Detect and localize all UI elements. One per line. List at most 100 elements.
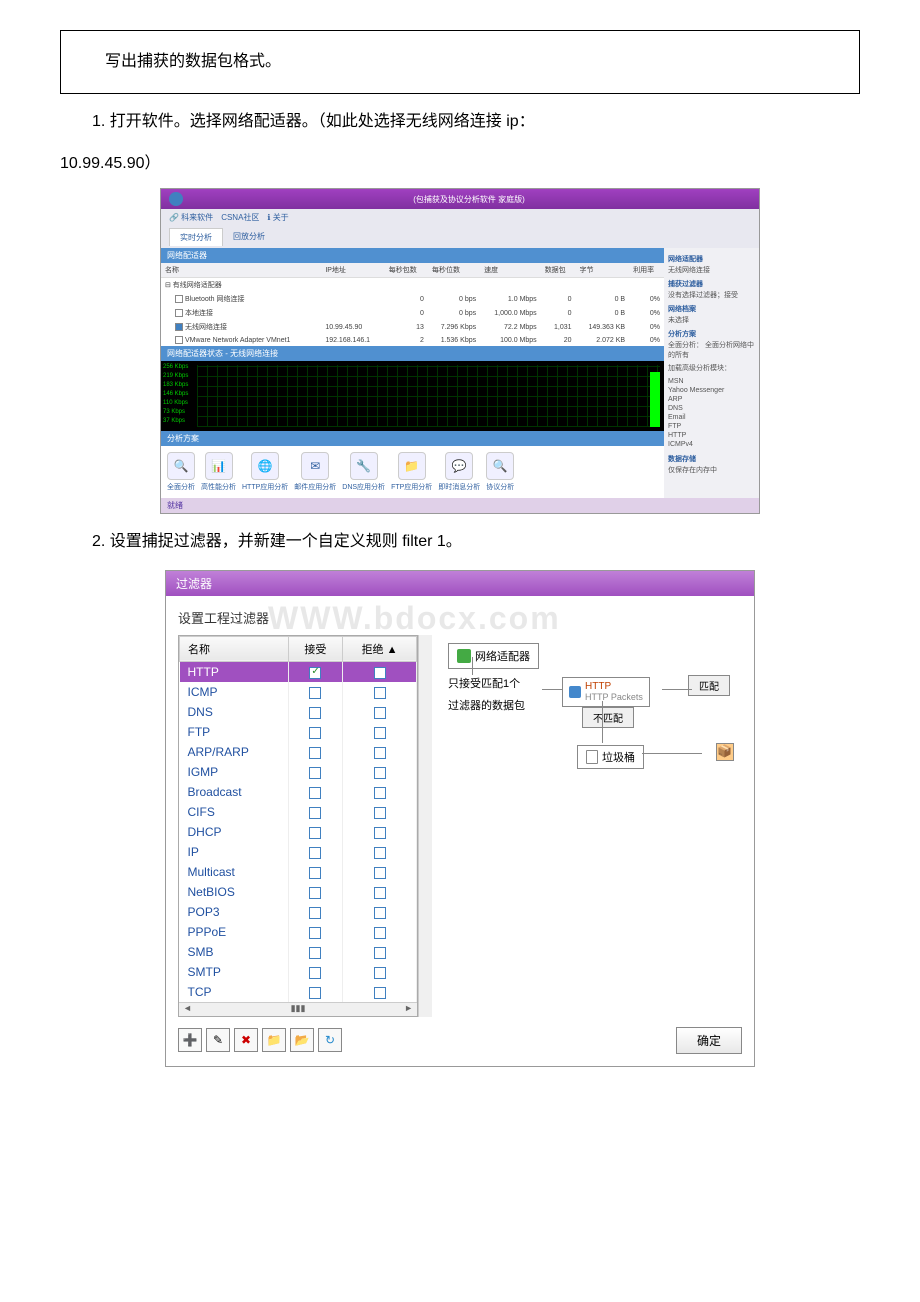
- filter-row[interactable]: CIFS: [180, 802, 417, 822]
- accept-checkbox[interactable]: [309, 967, 321, 979]
- filter-col-header[interactable]: 名称: [180, 636, 289, 661]
- filter-row[interactable]: NetBIOS: [180, 882, 417, 902]
- analysis-scheme-item[interactable]: 🔍协议分析: [486, 452, 514, 492]
- accept-checkbox[interactable]: [309, 807, 321, 819]
- table-header: 字节: [576, 263, 630, 278]
- refresh-button[interactable]: ↻: [318, 1028, 342, 1052]
- rp-t4: 全面分析： 全面分析网络中的所有: [668, 341, 755, 359]
- rp-h6: 数据存储: [668, 454, 755, 464]
- accept-checkbox[interactable]: [309, 907, 321, 919]
- analysis-scheme-item[interactable]: 📊高性能分析: [201, 452, 236, 492]
- adapter-row[interactable]: 本地连接00 bps1,000.0 Mbps00 B0%: [161, 306, 664, 320]
- reject-checkbox[interactable]: [374, 907, 386, 919]
- adapter-table: 名称IP地址每秒包数每秒位数速度数据包字节利用率 ⊟ 有线网络适配器Blueto…: [161, 263, 664, 346]
- filter-col-header[interactable]: 拒绝 ▲: [343, 636, 417, 661]
- accept-checkbox[interactable]: [309, 707, 321, 719]
- vertical-scrollbar[interactable]: [418, 635, 432, 1017]
- filter-row[interactable]: ICMP: [180, 682, 417, 702]
- filter-row[interactable]: IGMP: [180, 762, 417, 782]
- accept-checkbox[interactable]: [309, 667, 321, 679]
- reject-checkbox[interactable]: [374, 687, 386, 699]
- rp-modules: MSNYahoo MessengerARPDNSEmailFTPHTTPICMP…: [668, 377, 755, 450]
- chart-header: 网络配适器状态 - 无线网络连接: [161, 346, 664, 361]
- analysis-scheme-item[interactable]: ✉邮件应用分析: [294, 452, 336, 492]
- accept-checkbox[interactable]: [309, 847, 321, 859]
- filter-row[interactable]: FTP: [180, 722, 417, 742]
- reject-checkbox[interactable]: [374, 667, 386, 679]
- ok-button[interactable]: 确定: [676, 1027, 742, 1054]
- filter-row[interactable]: TCP: [180, 982, 417, 1002]
- filter-row[interactable]: IP: [180, 842, 417, 862]
- tab-replay[interactable]: 回放分析: [223, 228, 275, 246]
- reject-checkbox[interactable]: [374, 987, 386, 999]
- reject-checkbox[interactable]: [374, 767, 386, 779]
- accept-checkbox[interactable]: [309, 947, 321, 959]
- accept-checkbox[interactable]: [309, 767, 321, 779]
- accept-checkbox[interactable]: [309, 827, 321, 839]
- reject-checkbox[interactable]: [374, 947, 386, 959]
- rp-t6: 仅保存在内存中: [668, 466, 755, 475]
- reject-checkbox[interactable]: [374, 867, 386, 879]
- filter-row[interactable]: POP3: [180, 902, 417, 922]
- toolbar-csna[interactable]: CSNA社区: [221, 212, 259, 223]
- window-title: (包捕获及协议分析软件 家庭版): [413, 194, 525, 205]
- reject-checkbox[interactable]: [374, 707, 386, 719]
- filter-dialog-screenshot: 过滤器 设置工程过滤器 WWW.bdocx.com 名称接受拒绝 ▲ HTTPI…: [165, 570, 755, 1067]
- adapter-row[interactable]: VMware Network Adapter VMnet1192.168.146…: [161, 334, 664, 346]
- trash-icon: [586, 750, 598, 764]
- filter-row[interactable]: Broadcast: [180, 782, 417, 802]
- rp-t1: 无线网络连接: [668, 266, 755, 275]
- import-button[interactable]: 📁: [262, 1028, 286, 1052]
- traffic-chart: 256 Kbps219 Kbps183 Kbps146 Kbps110 Kbps…: [161, 361, 664, 431]
- table-header: 每秒位数: [428, 263, 480, 278]
- edit-filter-button[interactable]: ✎: [206, 1028, 230, 1052]
- toolbar-link[interactable]: 🔗 科来软件: [169, 212, 213, 223]
- filter-col-header[interactable]: 接受: [288, 636, 342, 661]
- reject-checkbox[interactable]: [374, 847, 386, 859]
- filter-row[interactable]: HTTP: [180, 661, 417, 682]
- reject-checkbox[interactable]: [374, 747, 386, 759]
- adapter-row[interactable]: 无线网络连接10.99.45.90137.296 Kbps72.2 Mbps1,…: [161, 320, 664, 334]
- accept-checkbox[interactable]: [309, 687, 321, 699]
- new-filter-button[interactable]: ➕: [178, 1028, 202, 1052]
- filter-row[interactable]: DNS: [180, 702, 417, 722]
- filter-table: 名称接受拒绝 ▲ HTTPICMPDNSFTPARP/RARPIGMPBroad…: [179, 636, 417, 1002]
- tab-realtime[interactable]: 实时分析: [169, 228, 223, 246]
- status-bar: 就绪: [161, 498, 759, 513]
- analysis-scheme-item[interactable]: 🔍全面分析: [167, 452, 195, 492]
- analysis-scheme-item[interactable]: 🌐HTTP应用分析: [242, 452, 288, 492]
- filter-row[interactable]: SMB: [180, 942, 417, 962]
- horizontal-scrollbar[interactable]: ◄▮▮▮►: [179, 1002, 417, 1016]
- delete-filter-button[interactable]: ✖: [234, 1028, 258, 1052]
- nomatch-label: 不匹配: [582, 707, 634, 728]
- reject-checkbox[interactable]: [374, 727, 386, 739]
- accept-checkbox[interactable]: [309, 927, 321, 939]
- filter-row[interactable]: ARP/RARP: [180, 742, 417, 762]
- reject-checkbox[interactable]: [374, 887, 386, 899]
- app-logo-icon: [169, 192, 183, 206]
- toolbar-help[interactable]: ℹ 关于: [267, 212, 288, 223]
- accept-checkbox[interactable]: [309, 887, 321, 899]
- step2-text: 2. 设置捕捉过滤器，并新建一个自定义规则 filter 1。: [60, 529, 860, 555]
- accept-checkbox[interactable]: [309, 727, 321, 739]
- adapter-row[interactable]: Bluetooth 网络连接00 bps1.0 Mbps00 B0%: [161, 292, 664, 306]
- export-button[interactable]: 📂: [290, 1028, 314, 1052]
- reject-checkbox[interactable]: [374, 807, 386, 819]
- filter-row[interactable]: SMTP: [180, 962, 417, 982]
- accept-checkbox[interactable]: [309, 987, 321, 999]
- reject-checkbox[interactable]: [374, 787, 386, 799]
- reject-checkbox[interactable]: [374, 927, 386, 939]
- filter-row[interactable]: DHCP: [180, 822, 417, 842]
- accept-checkbox[interactable]: [309, 867, 321, 879]
- analysis-scheme-item[interactable]: 📁FTP应用分析: [391, 452, 432, 492]
- filter-row[interactable]: PPPoE: [180, 922, 417, 942]
- accept-checkbox[interactable]: [309, 747, 321, 759]
- accept-checkbox[interactable]: [309, 787, 321, 799]
- reject-checkbox[interactable]: [374, 827, 386, 839]
- watermark: WWW.bdocx.com: [268, 600, 561, 637]
- analysis-scheme-item[interactable]: 🔧DNS应用分析: [342, 452, 385, 492]
- filter-row[interactable]: Multicast: [180, 862, 417, 882]
- output-node: 📦: [716, 743, 734, 761]
- analysis-scheme-item[interactable]: 💬即时消息分析: [438, 452, 480, 492]
- reject-checkbox[interactable]: [374, 967, 386, 979]
